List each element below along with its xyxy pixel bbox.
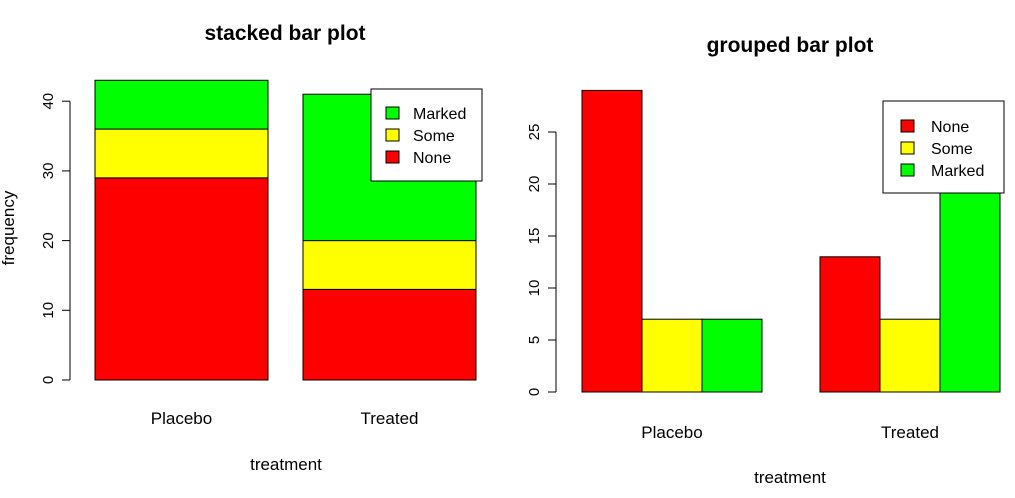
bar [939, 173, 1001, 393]
legend-label: None [413, 150, 451, 167]
x-category-labels: Placebo Treated [641, 423, 939, 442]
y-tick-label: 0 [40, 376, 57, 384]
x-tick-label: Placebo [641, 423, 702, 442]
y-tick-label: 5 [526, 336, 543, 344]
legend-swatch [385, 150, 400, 164]
bar [819, 256, 881, 393]
bar [581, 89, 643, 393]
y-tick-label: 15 [526, 228, 543, 245]
y-tick-label: 30 [40, 163, 57, 180]
legend-swatch [900, 163, 915, 177]
bar [701, 318, 763, 393]
legend-label: Some [413, 128, 455, 145]
bar-segment [94, 79, 269, 130]
chart-title: stacked bar plot [204, 22, 365, 45]
x-category-labels: Placebo Treated [151, 409, 419, 428]
x-axis-label: treatment [754, 468, 826, 487]
y-tick-label: 20 [40, 232, 57, 249]
bar [879, 318, 941, 393]
y-axis-label: frequency [0, 190, 18, 265]
bar-group [581, 89, 1001, 393]
y-tick-label: 10 [526, 280, 543, 297]
legend-label: Some [931, 141, 973, 158]
legend-label: Marked [413, 106, 466, 123]
grouped-bar-panel: grouped bar plot treatment 0 5 10 15 20 25 Pl… [526, 34, 1005, 487]
y-tick-label: 20 [526, 176, 543, 193]
x-tick-label: Placebo [151, 409, 212, 428]
y-tick-label: 0 [526, 388, 543, 396]
bar-segment [94, 128, 269, 179]
legend-swatch [900, 119, 915, 133]
x-tick-label: Treated [361, 409, 419, 428]
y-tick-label: 40 [40, 93, 57, 110]
bar-segment [302, 288, 477, 381]
y-axis: 0 5 10 15 20 25 [526, 124, 557, 396]
x-tick-label: Treated [881, 423, 939, 442]
bar-segment [302, 240, 477, 290]
y-tick-label: 10 [40, 302, 57, 319]
x-axis-label: treatment [250, 455, 322, 474]
stacked-bar-panel: stacked bar plot frequency treatment 0 10… [0, 22, 483, 474]
bar-segment [94, 177, 269, 381]
y-tick-label: 25 [526, 124, 543, 141]
legend-swatch [385, 106, 400, 120]
legend-swatch [900, 141, 915, 155]
bar [641, 318, 703, 393]
legend-label: Marked [931, 163, 984, 180]
legend: None Some Marked [882, 100, 1005, 194]
chart-title: grouped bar plot [707, 34, 874, 57]
y-axis: 0 10 20 30 40 [40, 93, 71, 384]
legend-label: None [931, 119, 969, 136]
legend: Marked Some None [370, 88, 483, 182]
legend-swatch [385, 128, 400, 142]
